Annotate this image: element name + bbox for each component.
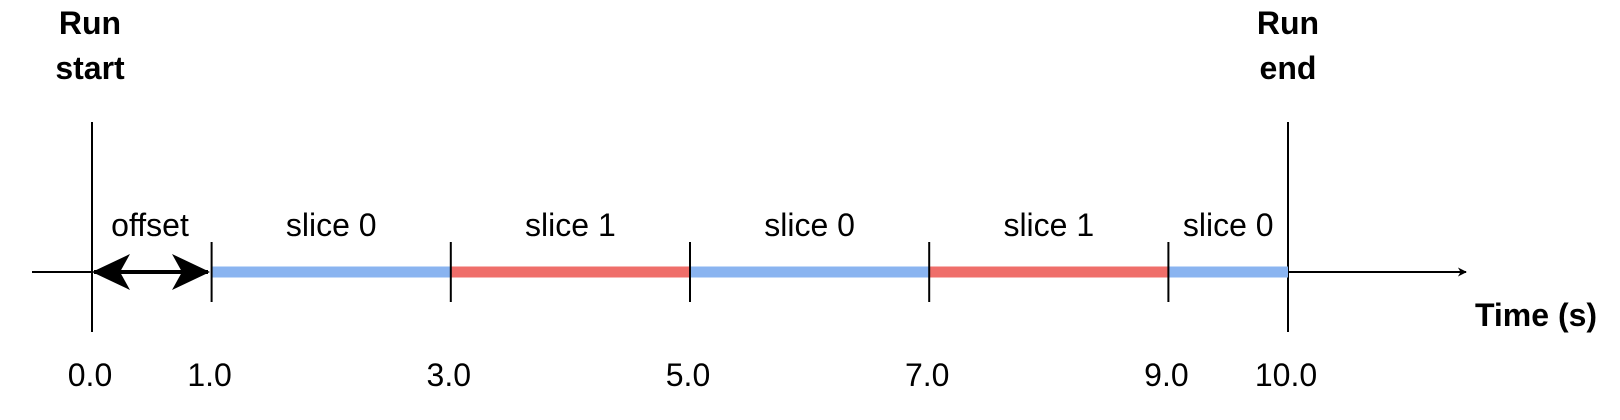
slice-label-1: slice 1	[525, 207, 616, 243]
offset-label: offset	[111, 207, 189, 243]
slice-label-3: slice 1	[1003, 207, 1094, 243]
tick-label-0: 0.0	[68, 357, 112, 393]
tick-label-4: 7.0	[905, 357, 949, 393]
slice-segments: slice 0 slice 1 slice 0 slice 1 slice 0	[211, 207, 1288, 278]
tick-label-3: 5.0	[666, 357, 710, 393]
tick-label-6: 10.0	[1255, 357, 1317, 393]
run-start-label-line1: Run	[59, 5, 121, 41]
tick-marks	[210, 242, 1170, 302]
tick-label-1: 1.0	[187, 357, 231, 393]
tick-label-5: 9.0	[1144, 357, 1188, 393]
offset-arrow-left-head	[92, 254, 130, 290]
tick-label-2: 3.0	[427, 357, 471, 393]
axis-label: Time (s)	[1475, 297, 1597, 333]
run-end-label-line1: Run	[1257, 5, 1319, 41]
slice-label-2: slice 0	[764, 207, 855, 243]
run-end-label-line2: end	[1260, 50, 1317, 86]
run-start-label-line2: start	[55, 50, 125, 86]
slice-label-0: slice 0	[286, 207, 377, 243]
offset-arrow-right-head	[172, 254, 210, 290]
slice-label-4: slice 0	[1183, 207, 1274, 243]
tick-labels: 0.0 1.0 3.0 5.0 7.0 9.0 10.0	[68, 357, 1317, 393]
